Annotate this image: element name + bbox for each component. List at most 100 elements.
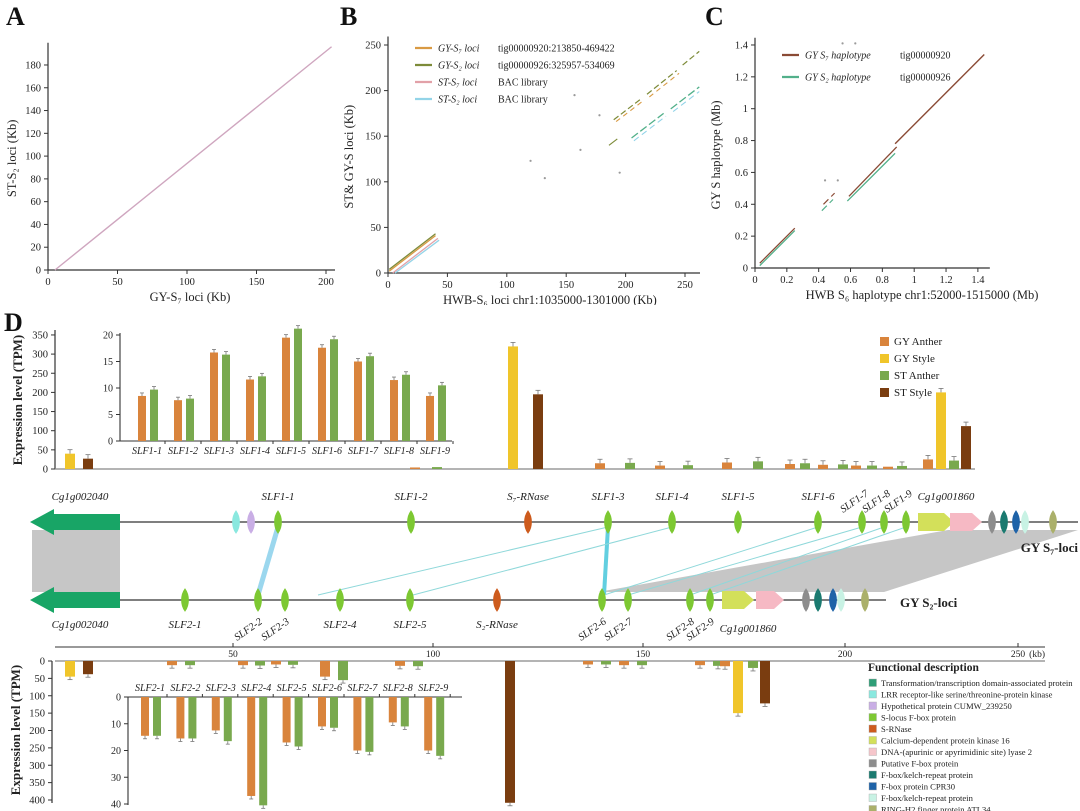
expression-bar <box>83 458 93 469</box>
expression-bar <box>695 661 705 666</box>
x-tick-label: 0 <box>752 275 757 286</box>
data-segment <box>646 70 678 95</box>
y-tick-label: 150 <box>32 407 48 418</box>
synteny-link <box>317 526 609 596</box>
panel-a-dotplot: 0 20 40 60 80 100 120 140 160 180 0 50 100 150 200 GY-S… <box>5 42 335 304</box>
inset-y-tick-label: 20 <box>103 331 113 342</box>
x-tick-label: 150 <box>249 277 265 288</box>
data-segment <box>759 227 796 264</box>
legend-swatch <box>880 371 889 380</box>
expression-bar <box>619 661 629 666</box>
y-tick-label: 350 <box>29 778 45 789</box>
panel-d-letter: D <box>4 308 23 337</box>
panel-a-letter: A <box>6 2 25 31</box>
inset-y-tick-label: 0 <box>108 437 113 448</box>
synteny-link <box>689 526 885 596</box>
data-segment <box>682 50 700 66</box>
x-tick-label: 200 <box>618 280 634 291</box>
functional-legend-label: Calcium-dependent protein kinase 16 <box>881 736 1010 746</box>
expression-bar <box>800 463 810 469</box>
y-tick-label: 140 <box>25 106 41 117</box>
synteny-link <box>627 526 863 596</box>
functional-legend-swatch <box>868 747 877 756</box>
gene-glyph <box>336 588 344 612</box>
y-tick-label: 0 <box>743 264 748 275</box>
inset-bar <box>436 697 445 756</box>
data-segment <box>670 86 700 110</box>
inset-bar <box>282 697 291 743</box>
expression-bar <box>655 465 665 469</box>
inset-bar <box>330 339 338 441</box>
y-tick-label: 40 <box>31 220 42 231</box>
functional-legend-swatch <box>868 736 877 745</box>
data-segment <box>615 101 643 123</box>
panel-b-dotplot: 0 50 100 150 200 250 0 50 100 150 200 250 HWB-S₆ loc… <box>342 36 700 305</box>
legend-detail: BAC library <box>498 78 548 89</box>
inset-bar <box>318 347 326 441</box>
expression-bar <box>760 661 770 704</box>
gene-label: SLF2-6 <box>577 616 610 644</box>
legend-detail: tig00000926 <box>900 73 951 84</box>
x-tick-label: 250 <box>677 280 693 291</box>
expression-bar <box>255 661 265 666</box>
inset-bar <box>138 395 146 441</box>
inset-bar <box>222 354 230 441</box>
legend-detail: BAC library <box>498 95 548 106</box>
y-tick-label: 50 <box>38 445 49 456</box>
inset-y-tick-label: 15 <box>103 357 113 368</box>
gene-glyph <box>598 588 606 612</box>
inset-bar <box>174 400 182 441</box>
data-segment <box>894 54 985 145</box>
expression-bar <box>720 661 730 667</box>
data-dot <box>854 42 857 45</box>
x-axis-title: HWB S₆ haplotype chr1:52000-1515000 (Mb) <box>806 288 1039 302</box>
inset-bar <box>153 697 161 736</box>
y-tick-label: 100 <box>365 177 381 188</box>
expression-bar <box>583 661 593 665</box>
legend-swatch <box>880 337 889 346</box>
gene-label: SLF2-4 <box>324 619 358 631</box>
gene-label: SLF1-2 <box>395 491 429 503</box>
expression-bar <box>432 467 442 469</box>
inset-bar <box>176 697 185 739</box>
expression-bar <box>505 661 515 803</box>
functional-legend-label: Putative F-box protein <box>881 759 959 769</box>
gene-label: SLF2-2 <box>233 616 266 644</box>
inset-bar <box>402 374 410 441</box>
expression-bar <box>785 464 795 469</box>
legend-label: ST Anther <box>894 370 940 382</box>
gene-glyph <box>524 510 532 534</box>
y-tick-label: 0 <box>40 657 45 668</box>
inset-bar <box>318 697 326 727</box>
y-tick-label: 50 <box>371 223 382 234</box>
functional-legend-swatch <box>868 782 877 791</box>
functional-legend-label: S-locus F-box protein <box>881 713 957 723</box>
inset-category-label: SLF1-6 <box>312 446 342 457</box>
x-tick-label: 0 <box>45 277 50 288</box>
inset-bar <box>438 385 446 441</box>
inset-bar <box>294 697 303 747</box>
expression-bar <box>271 661 281 665</box>
legend-label: GY-S₂ loci <box>438 61 480 72</box>
y-tick-label: 300 <box>29 761 45 772</box>
legend-swatch <box>880 388 889 397</box>
gene-glyph <box>1012 510 1020 534</box>
expression-bar <box>533 394 543 469</box>
inset-bar <box>247 697 256 796</box>
expression-bar <box>818 464 828 469</box>
x-tick-label: 0.4 <box>812 275 826 286</box>
expression-bar <box>961 426 971 469</box>
data-dot <box>841 42 844 45</box>
inset-bar <box>390 380 398 441</box>
legend-label: ST-S₂ loci <box>438 95 477 106</box>
gene-label: Cg1g002040 <box>52 619 109 631</box>
y-tick-label: 150 <box>365 132 381 143</box>
ruler-tick-label: 150 <box>636 650 651 660</box>
y-tick-label: 0.2 <box>735 232 748 243</box>
gene-label: SLF1-3 <box>592 491 626 503</box>
inset-category-label: SLF2-8 <box>383 683 413 694</box>
inset-bar <box>211 697 220 731</box>
expression-bar <box>733 661 743 714</box>
inset-bar <box>188 697 197 739</box>
data-dot <box>543 177 546 180</box>
